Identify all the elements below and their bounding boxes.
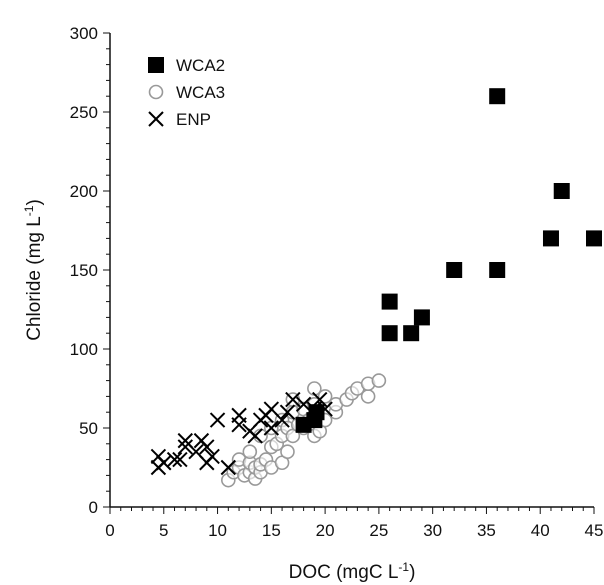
point-wca3 bbox=[317, 389, 333, 404]
x-axis-title: DOC (mgC L-1) bbox=[289, 560, 416, 583]
series-enp bbox=[150, 391, 333, 476]
point-enp bbox=[231, 407, 247, 424]
x-marker-stroke bbox=[295, 396, 312, 413]
legend: WCA2 WCA3 ENP bbox=[148, 56, 225, 129]
legend-item-wca3: WCA3 bbox=[148, 83, 225, 102]
axis-ticks bbox=[103, 32, 595, 514]
point-wca3 bbox=[371, 373, 387, 388]
x-marker-stroke bbox=[263, 401, 280, 417]
x-tick-label: 0 bbox=[105, 521, 114, 540]
legend-label: WCA2 bbox=[176, 56, 225, 75]
x-tick-label: 35 bbox=[477, 521, 496, 540]
x-tick-label: 30 bbox=[423, 521, 442, 540]
point-enp bbox=[247, 428, 263, 444]
point-wca2 bbox=[381, 325, 398, 342]
point-wca2 bbox=[308, 404, 325, 421]
y-axis-title: Chloride (mg L-1) bbox=[22, 199, 45, 341]
y-tick-label: 50 bbox=[79, 419, 98, 438]
point-wca3 bbox=[280, 444, 295, 460]
x-tick-label: 15 bbox=[262, 521, 281, 540]
x-marker-stroke bbox=[231, 407, 247, 424]
point-enp bbox=[263, 420, 280, 436]
x-marker-stroke bbox=[204, 448, 220, 465]
point-enp bbox=[166, 451, 183, 468]
point-wca2 bbox=[403, 325, 420, 342]
y-tick-label: 300 bbox=[70, 24, 98, 43]
x-axis-title-superscript: -1 bbox=[398, 560, 409, 574]
x-tick-label: 25 bbox=[369, 521, 388, 540]
x-marker-stroke bbox=[285, 391, 301, 408]
point-enp bbox=[199, 439, 215, 455]
point-enp bbox=[204, 448, 220, 465]
y-tick-label: 150 bbox=[70, 261, 98, 280]
point-enp bbox=[285, 391, 301, 408]
point-wca2 bbox=[542, 230, 559, 247]
y-tick-label: 100 bbox=[70, 340, 98, 359]
x-marker-stroke bbox=[188, 443, 204, 460]
x-axis-title-main: DOC (mgC L bbox=[289, 562, 399, 583]
y-tick-label: 250 bbox=[70, 103, 98, 122]
legend-label: ENP bbox=[176, 110, 211, 129]
x-tick-label: 20 bbox=[316, 521, 335, 540]
legend-item-wca2: WCA2 bbox=[148, 56, 225, 75]
point-enp bbox=[295, 396, 312, 413]
point-wca2 bbox=[586, 230, 602, 247]
point-enp bbox=[220, 459, 237, 476]
x-marker-stroke bbox=[279, 404, 296, 420]
x-marker-stroke bbox=[156, 455, 172, 471]
point-enp bbox=[172, 451, 188, 468]
point-wca2 bbox=[446, 262, 463, 278]
point-enp bbox=[177, 439, 193, 455]
point-wca2 bbox=[489, 88, 506, 105]
x-marker-stroke bbox=[247, 428, 263, 444]
data-marks bbox=[150, 88, 602, 488]
x-tick-label: 45 bbox=[585, 521, 604, 540]
x-marker-stroke bbox=[274, 412, 290, 428]
y-tick-label: 0 bbox=[89, 498, 98, 517]
x-marker-stroke bbox=[177, 432, 193, 449]
legend-marker-wca3 bbox=[148, 84, 164, 100]
legend-marker-enp bbox=[148, 111, 164, 127]
axes bbox=[109, 33, 594, 508]
legend-marker-wca2 bbox=[148, 57, 164, 73]
point-wca3 bbox=[242, 444, 258, 460]
x-tick-label: 10 bbox=[208, 521, 227, 540]
legend-label: WCA3 bbox=[176, 83, 225, 102]
x-marker-stroke bbox=[177, 439, 193, 455]
y-axis-title-superscript: -1 bbox=[22, 205, 36, 216]
x-marker-stroke bbox=[209, 412, 226, 428]
x-marker-stroke bbox=[263, 420, 280, 436]
y-axis-title-main: Chloride (mg L bbox=[24, 216, 45, 341]
y-tick-label: 200 bbox=[70, 182, 98, 201]
x-marker-stroke bbox=[166, 451, 183, 468]
point-wca3 bbox=[360, 389, 376, 404]
x-marker-stroke bbox=[220, 459, 237, 476]
point-enp bbox=[156, 455, 172, 471]
series-wca2 bbox=[295, 88, 602, 433]
point-wca2 bbox=[413, 309, 430, 326]
x-marker-stroke bbox=[148, 111, 164, 127]
legend-item-enp: ENP bbox=[148, 110, 211, 129]
point-wca2 bbox=[553, 183, 570, 199]
x-marker-stroke bbox=[199, 439, 215, 455]
y-axis-title-tail: ) bbox=[24, 199, 45, 205]
x-tick-label: 5 bbox=[159, 521, 168, 540]
x-marker-stroke bbox=[172, 451, 188, 468]
point-wca2 bbox=[381, 293, 398, 310]
x-tick-label: 40 bbox=[531, 521, 550, 540]
point-enp bbox=[274, 412, 290, 428]
point-wca2 bbox=[489, 262, 506, 278]
point-enp bbox=[279, 404, 296, 420]
x-axis-title-tail: ) bbox=[409, 562, 415, 583]
point-enp bbox=[209, 412, 226, 428]
tick-labels: 0 5 10 15 20 25 30 35 40 45 0 50 100 150 200 250 300 bbox=[70, 24, 604, 540]
